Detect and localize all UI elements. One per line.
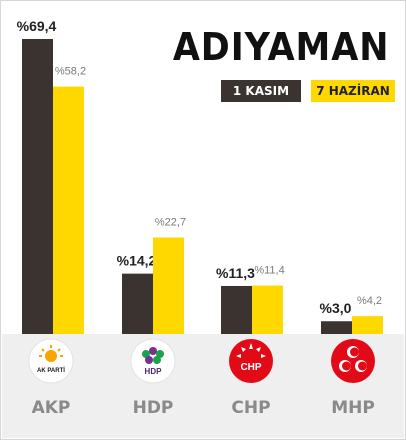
party-mhp: MHP xyxy=(308,334,398,434)
akp-logo: AK PARTİ xyxy=(28,338,74,384)
party-name-mhp: MHP xyxy=(331,398,375,418)
bar-mhp-haziran xyxy=(352,316,383,334)
party-name-chp: CHP xyxy=(231,398,271,418)
label-chp-kasim: %11,3 xyxy=(216,265,255,281)
party-name-akp: AKP xyxy=(31,398,71,418)
chart-title: ADIYAMAN xyxy=(172,25,389,69)
party-chp: CHP CHP xyxy=(206,334,296,434)
party-name-hdp: HDP xyxy=(132,398,174,418)
chp-logo: CHP xyxy=(228,338,274,384)
hdp-logo-text: HDP xyxy=(145,367,163,376)
bar-akp-haziran xyxy=(53,86,84,335)
mhp-logo xyxy=(330,338,376,384)
label-chp-haziran: %11,4 xyxy=(254,265,284,277)
bar-chp-haziran xyxy=(252,285,283,334)
hdp-logo: HDP xyxy=(130,338,176,384)
party-hdp: HDP HDP xyxy=(108,334,198,434)
legend-1-kasim: 1 KASIM xyxy=(221,80,301,102)
bar-chp-kasim xyxy=(221,285,252,334)
party-akp: AK PARTİ AKP xyxy=(6,334,96,434)
bar-hdp-haziran xyxy=(153,237,184,334)
label-akp-haziran: %58,2 xyxy=(55,66,86,78)
chp-logo-text: CHP xyxy=(240,362,261,373)
akp-logo-text: AK PARTİ xyxy=(37,367,65,374)
label-hdp-kasim: %14,2 xyxy=(117,253,157,269)
label-mhp-haziran: %4,2 xyxy=(357,295,382,307)
label-mhp-kasim: %3,0 xyxy=(320,300,352,316)
label-akp-kasim: %69,4 xyxy=(17,18,57,34)
label-hdp-haziran: %22,7 xyxy=(155,217,186,229)
bar-mhp-kasim xyxy=(321,321,352,334)
bar-hdp-kasim xyxy=(122,273,153,334)
bar-akp-kasim xyxy=(22,39,53,334)
legend-7-haziran: 7 HAZİRAN xyxy=(311,80,395,102)
